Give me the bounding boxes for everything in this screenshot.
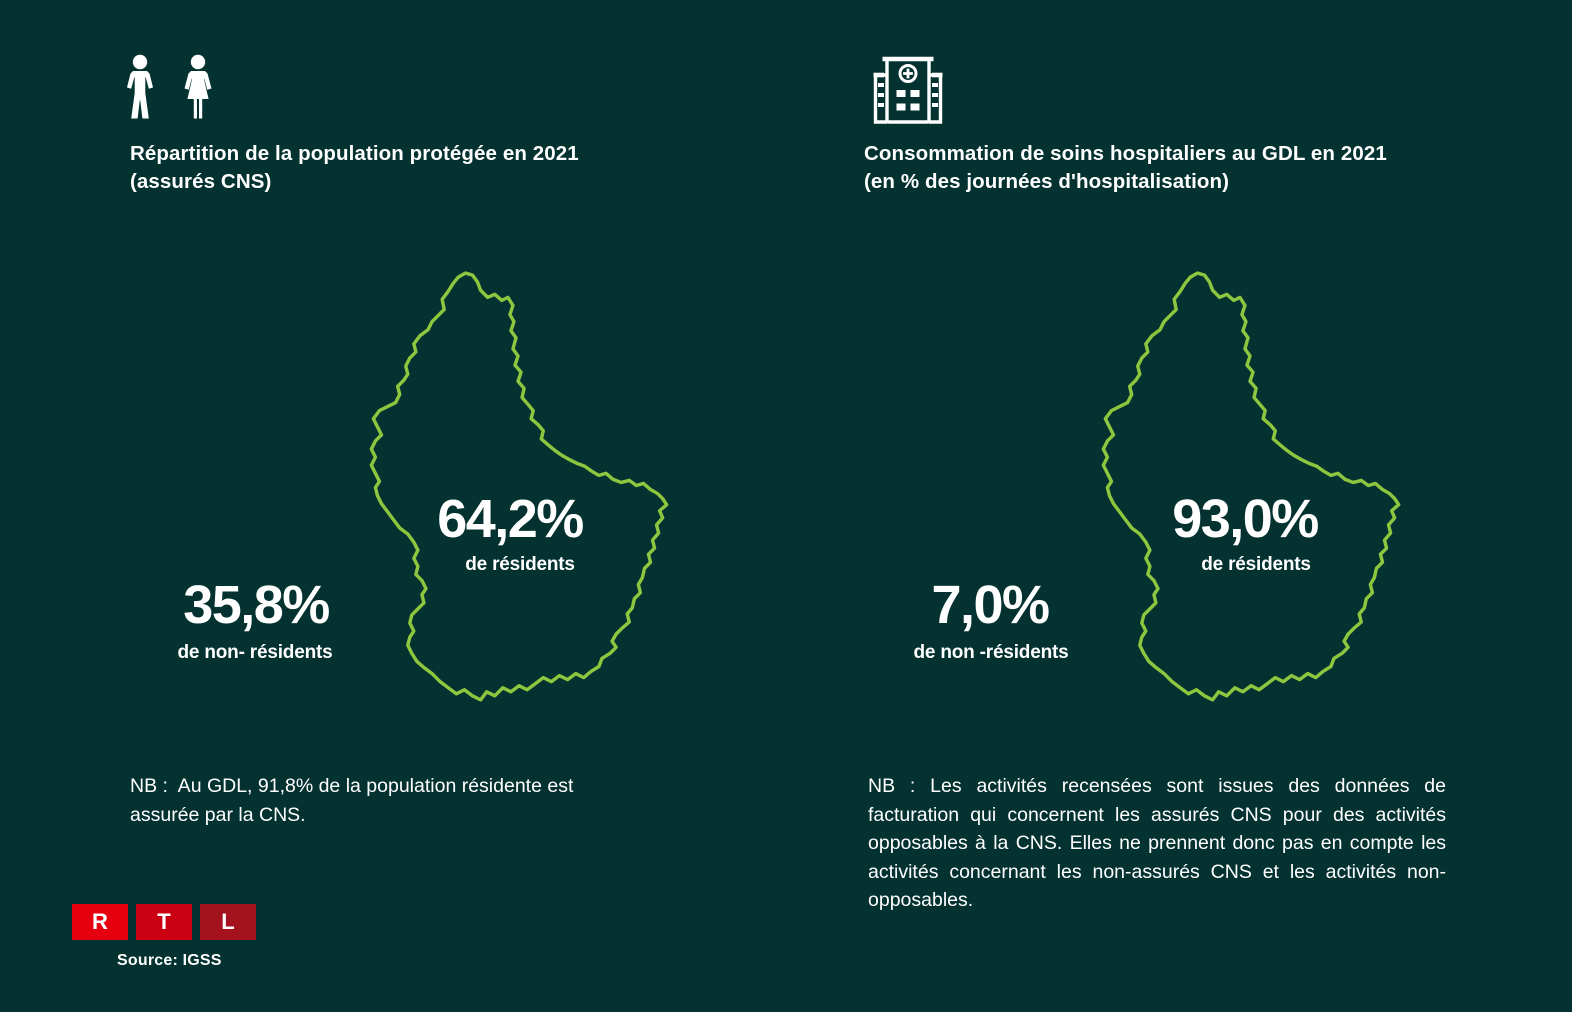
right-panel-title: Consommation de soins hospitaliers au GD… xyxy=(864,140,1387,196)
rtl-logo-block-t: T xyxy=(136,904,192,940)
left-non-residents-label: de non- résidents xyxy=(177,642,333,663)
rtl-logo-block-r: R xyxy=(72,904,128,940)
left-note: NB : Au GDL, 91,8% de la population rési… xyxy=(130,775,579,826)
right-panel-title-line1: Consommation de soins hospitaliers au GD… xyxy=(864,142,1387,165)
right-residents-value: 93,0% xyxy=(1172,489,1319,549)
left-panel-title: Répartition de la population protégée en… xyxy=(130,140,579,196)
left-residents-value: 64,2% xyxy=(437,489,584,549)
rtl-logo: R T L xyxy=(72,904,256,940)
left-panel-title-line1: Répartition de la population protégée en… xyxy=(130,142,579,165)
right-residents-label: de résidents xyxy=(1201,554,1311,575)
hospital-icon xyxy=(873,56,943,124)
left-panel-title-line2: (assurés CNS) xyxy=(130,170,272,193)
source-label: Source: IGSS xyxy=(117,952,222,969)
right-panel-title-line2: (en % des journées d'hospitalisation) xyxy=(864,170,1230,193)
right-non-residents-value: 7,0% xyxy=(931,575,1050,635)
people-icon xyxy=(127,54,212,119)
right-note: NB : Les activités recensées sont issues… xyxy=(868,775,1446,911)
rtl-logo-block-l: L xyxy=(200,904,256,940)
left-non-residents-value: 35,8% xyxy=(183,575,330,635)
right-non-residents-label: de non -résidents xyxy=(913,642,1069,663)
left-residents-label: de résidents xyxy=(465,554,575,575)
